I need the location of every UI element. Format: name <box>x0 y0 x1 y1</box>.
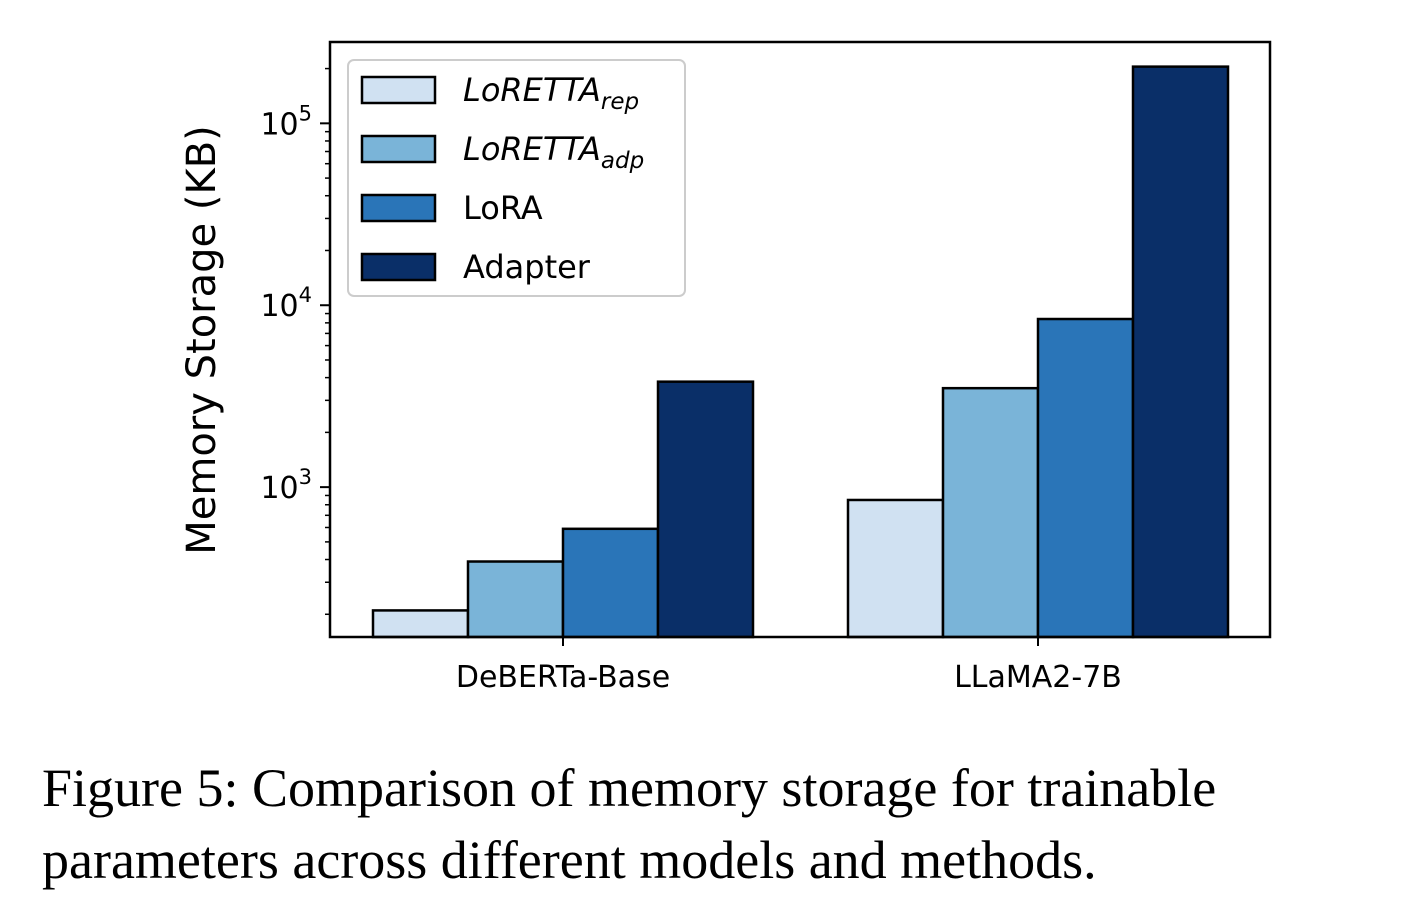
legend-swatch <box>360 193 437 223</box>
legend-entry-label: LoRETTArep <box>463 71 639 115</box>
legend-swatch <box>360 134 437 164</box>
bar-deberta-base-lora <box>561 527 660 639</box>
bar-llama2-7b-adapter <box>1131 65 1230 639</box>
bar-llama2-7b-loretta-adp <box>941 386 1040 639</box>
legend-entry-label: LoRA <box>463 189 543 227</box>
legend-frame <box>347 59 686 297</box>
y-tick-label: 105 <box>260 101 312 142</box>
caption-label: Figure 5: <box>42 758 239 818</box>
y-axis: 103 104 105 <box>260 67 330 616</box>
bar-deberta-base-adapter <box>656 380 755 639</box>
bar-deberta-base-loretta-rep <box>371 609 470 639</box>
y-tick-label: 103 <box>260 465 312 506</box>
legend-entry-label: Adapter <box>463 248 591 286</box>
legend: LoRETTArep LoRETTAadp LoRA Adapter <box>347 59 686 297</box>
caption-text: Comparison of memory storage for trainab… <box>42 758 1217 890</box>
x-tick-label: LLaMA2-7B <box>954 660 1122 695</box>
plot-frame <box>328 40 1272 639</box>
x-tick-label: DeBERTa-Base <box>456 660 670 695</box>
legend-entry-label: LoRETTAadp <box>463 130 644 174</box>
y-tick-label: 104 <box>260 283 312 324</box>
x-axis: DeBERTa-Base LLaMA2-7B <box>456 637 1122 695</box>
y-axis-label: Memory Storage (KB) <box>179 125 225 555</box>
legend-swatch <box>360 75 437 105</box>
bar-deberta-base-loretta-adp <box>466 560 565 639</box>
bar-llama2-7b-loretta-rep <box>846 498 945 639</box>
legend-swatch <box>360 252 437 282</box>
memory-storage-chart: 103 104 105 DeBERTa-Base LLaMA2-7B Memory S… <box>179 40 1272 695</box>
bars-group <box>371 65 1230 639</box>
figure-caption: Figure 5: Comparison of memory storage f… <box>42 752 1422 896</box>
bar-llama2-7b-lora <box>1036 317 1135 639</box>
